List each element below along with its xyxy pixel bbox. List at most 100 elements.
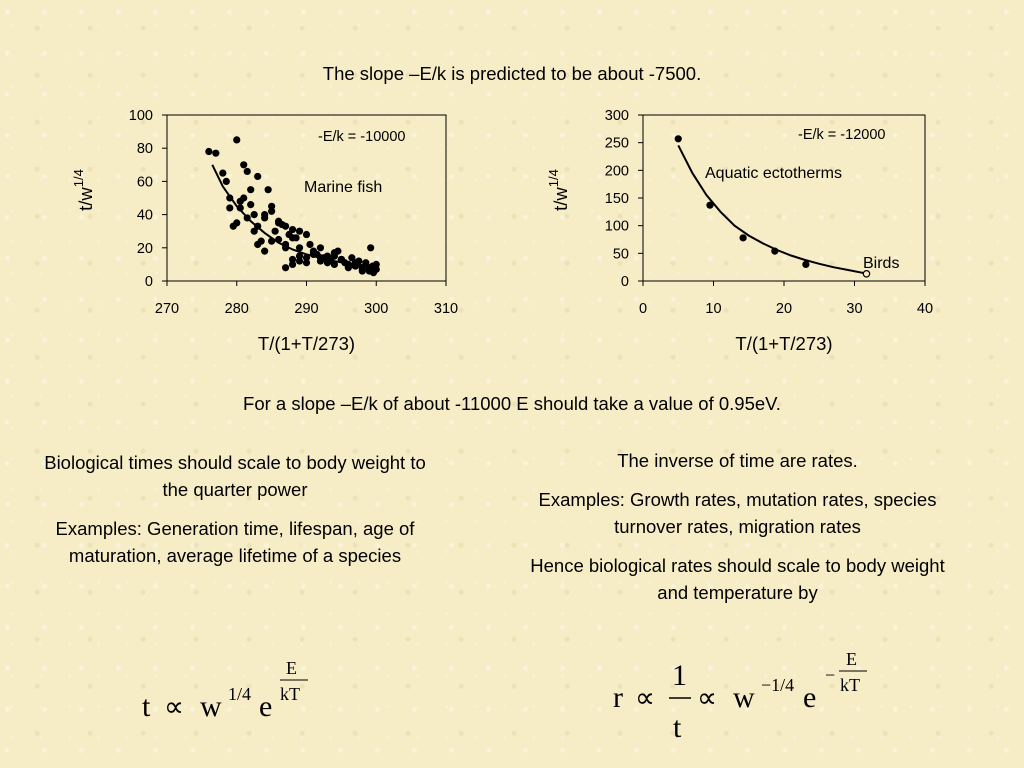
y-tick-label: 40 — [137, 208, 153, 224]
data-point — [205, 147, 213, 156]
x-tick-label: 270 — [155, 301, 179, 317]
y-axis-title: t/w1/4 — [546, 169, 571, 211]
formula-t: t — [142, 690, 151, 723]
y-tick-label: 60 — [137, 174, 153, 190]
right-paragraph-3: Hence biological rates should scale to b… — [530, 555, 945, 603]
y-tick-label: 50 — [613, 246, 629, 262]
data-point — [302, 254, 311, 262]
data-point — [212, 149, 220, 157]
formula-e: e — [803, 681, 816, 714]
data-point — [739, 234, 747, 242]
data-point — [330, 252, 338, 260]
x-tick-label: 300 — [364, 301, 388, 317]
data-point — [247, 201, 255, 209]
y-tick-label: 80 — [137, 141, 153, 157]
data-point — [309, 249, 318, 257]
data-point — [254, 240, 262, 249]
data-point — [306, 240, 314, 249]
y-axis-title: t/w1/4 — [71, 169, 96, 211]
data-point — [372, 265, 380, 273]
data-point — [254, 172, 262, 181]
data-point — [236, 197, 244, 205]
data-point — [358, 267, 366, 275]
formula-e: e — [259, 690, 272, 723]
data-point — [295, 227, 304, 235]
x-tick-label: 310 — [434, 301, 458, 317]
y-tick-label: 0 — [145, 274, 153, 290]
data-point — [243, 167, 251, 176]
formula-exp-numerator: E — [286, 658, 297, 678]
x-tick-label: 10 — [705, 301, 721, 317]
data-point — [362, 259, 370, 267]
data-point — [323, 259, 332, 267]
data-point — [348, 254, 356, 262]
data-point — [295, 257, 304, 265]
data-point — [229, 222, 237, 230]
left-text-column: Biological times should scale to body we… — [40, 449, 430, 581]
right-paragraph-1: The inverse of time are rates. — [617, 450, 858, 471]
chart-1: 270 280 290 300 310 0 20 40 60 80 100 T/(1+T/273) t/… — [71, 108, 458, 354]
rate-scaling-formula: r ∝ 1 t ∝ w −1/4 e − E kT — [613, 649, 867, 744]
formula-frac-denominator: t — [673, 711, 682, 744]
left-paragraph-2: Examples: Generation time, lifespan, age… — [55, 518, 415, 566]
x-tick-label: 40 — [917, 301, 933, 317]
formula-w: w — [200, 690, 222, 723]
formula-proportional: ∝ — [635, 683, 655, 714]
x-axis-title: T/(1+T/273) — [735, 333, 832, 354]
data-point — [288, 260, 297, 268]
slope-explanation: For a slope –E/k of about -11000 E shoul… — [243, 393, 781, 414]
data-point — [372, 260, 380, 268]
data-point — [288, 255, 297, 264]
data-point — [302, 230, 311, 239]
data-point — [261, 247, 269, 255]
chart-annotation: Aquatic ectotherms — [705, 165, 842, 182]
right-paragraph-2: Examples: Growth rates, mutation rates, … — [538, 489, 937, 537]
time-scaling-formula: t ∝ w 1/4 e E kT — [142, 658, 308, 723]
data-point — [268, 237, 276, 245]
y-tick-label: 100 — [129, 108, 153, 124]
chart-annotation: Birds — [863, 255, 899, 272]
y-tick-label: 100 — [605, 219, 629, 235]
x-tick-label: 20 — [776, 301, 792, 317]
data-point — [295, 252, 304, 260]
data-point — [281, 222, 290, 230]
formula-exp-numerator: E — [846, 649, 857, 669]
data-point — [222, 177, 230, 185]
data-point — [281, 264, 290, 272]
data-point — [337, 255, 345, 264]
formula-frac-numerator: 1 — [672, 659, 687, 692]
data-point — [316, 257, 325, 265]
data-point — [271, 227, 279, 235]
x-tick-label: 280 — [225, 301, 249, 317]
data-point — [367, 244, 375, 252]
chart-annotation: -E/k = -12000 — [798, 127, 885, 143]
data-point — [226, 194, 234, 202]
data-point — [771, 247, 779, 255]
data-point — [295, 244, 304, 252]
x-axis-title: T/(1+T/273) — [258, 333, 355, 354]
y-tick-label: 200 — [605, 163, 629, 179]
open-data-point — [862, 270, 871, 278]
data-point — [674, 135, 682, 143]
data-point — [275, 235, 283, 244]
right-text-column: The inverse of time are rates. Examples:… — [525, 447, 950, 618]
data-point — [261, 211, 269, 219]
chart-annotation: Marine fish — [304, 179, 382, 196]
formula-proportional: ∝ — [164, 692, 184, 723]
formula-r: r — [613, 681, 623, 714]
fit-curve — [677, 144, 866, 275]
formula-exp-denominator: kT — [280, 684, 300, 704]
chart-2: 0 10 20 30 40 0 50 100 150 200 250 300 T/(1+T/273) t/… — [546, 108, 933, 354]
data-point — [288, 225, 297, 234]
data-point — [250, 211, 258, 219]
data-point — [264, 186, 272, 194]
formula-proportional-2: ∝ — [697, 683, 717, 714]
x-tick-label: 0 — [639, 301, 647, 317]
data-point — [281, 244, 290, 252]
x-tick-label: 290 — [294, 301, 318, 317]
data-point — [316, 244, 325, 252]
chart-annotation: -E/k = -10000 — [318, 129, 405, 145]
y-tick-label: 150 — [605, 191, 629, 207]
data-point — [240, 161, 248, 169]
